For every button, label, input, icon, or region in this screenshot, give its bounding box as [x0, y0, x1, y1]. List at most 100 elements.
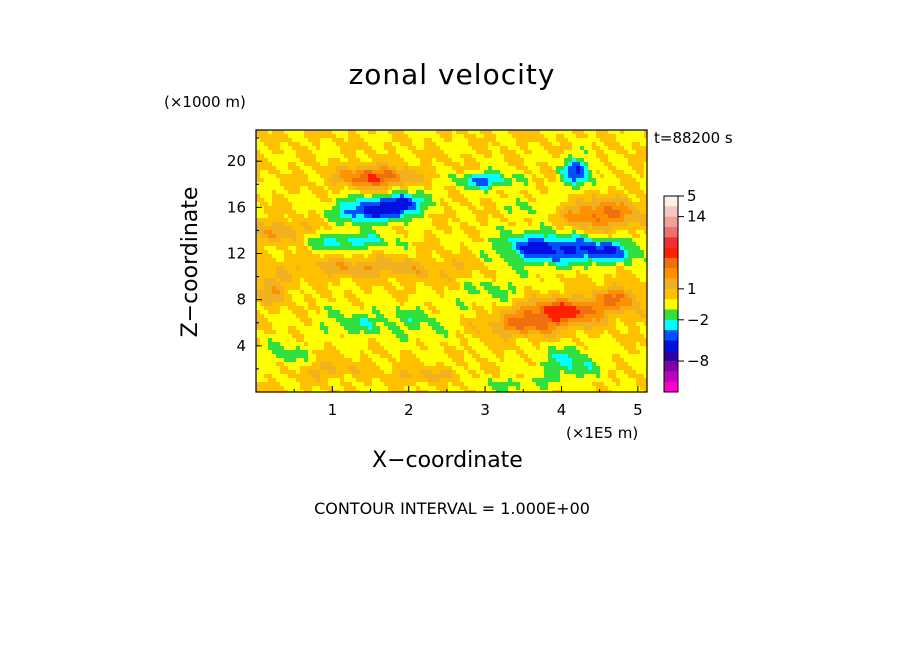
field-cell	[360, 314, 364, 318]
field-cell	[344, 210, 348, 214]
field-cell	[292, 290, 296, 294]
field-cell	[604, 158, 608, 162]
field-cell	[636, 226, 640, 230]
field-cell	[344, 330, 348, 334]
field-cell	[272, 286, 276, 290]
field-cell	[356, 154, 360, 158]
field-cell	[372, 190, 376, 194]
field-cell	[428, 134, 432, 138]
field-cell	[536, 298, 540, 302]
field-cell	[476, 314, 480, 318]
field-cell	[448, 294, 452, 298]
field-cell	[524, 306, 528, 310]
field-cell	[416, 306, 420, 310]
field-cell	[544, 162, 548, 166]
field-cell	[420, 218, 424, 222]
field-cell	[396, 250, 400, 254]
field-cell	[376, 154, 380, 158]
field-cell	[552, 202, 556, 206]
field-cell	[492, 294, 496, 298]
field-cell	[636, 210, 640, 214]
field-cell	[608, 270, 612, 274]
field-cell	[400, 150, 404, 154]
field-cell	[532, 294, 536, 298]
field-cell	[396, 198, 400, 202]
field-cell	[380, 178, 384, 182]
field-cell	[520, 222, 524, 226]
field-cell	[604, 162, 608, 166]
field-cell	[448, 234, 452, 238]
field-cell	[528, 270, 532, 274]
field-cell	[312, 266, 316, 270]
field-cell	[636, 142, 640, 146]
field-cell	[600, 142, 604, 146]
field-cell	[488, 294, 492, 298]
field-cell	[412, 222, 416, 226]
field-cell	[324, 250, 328, 254]
field-cell	[472, 218, 476, 222]
field-cell	[296, 222, 300, 226]
field-cell	[580, 230, 584, 234]
field-cell	[596, 138, 600, 142]
field-cell	[428, 166, 432, 170]
field-cell	[540, 178, 544, 182]
field-cell	[372, 162, 376, 166]
field-cell	[356, 306, 360, 310]
field-cell	[320, 142, 324, 146]
field-cell	[272, 270, 276, 274]
field-cell	[344, 182, 348, 186]
field-cell	[556, 186, 560, 190]
field-cell	[476, 262, 480, 266]
field-cell	[444, 290, 448, 294]
field-cell	[596, 222, 600, 226]
field-cell	[580, 286, 584, 290]
field-cell	[332, 318, 336, 322]
field-cell	[408, 302, 412, 306]
field-cell	[408, 146, 412, 150]
field-cell	[408, 318, 412, 322]
field-cell	[264, 142, 268, 146]
field-cell	[516, 218, 520, 222]
field-cell	[488, 278, 492, 282]
field-cell	[360, 294, 364, 298]
field-cell	[512, 210, 516, 214]
field-cell	[476, 326, 480, 330]
field-cell	[632, 226, 636, 230]
field-cell	[540, 130, 544, 134]
field-cell	[616, 218, 620, 222]
field-cell	[624, 318, 628, 322]
field-cell	[344, 302, 348, 306]
field-cell	[528, 218, 532, 222]
field-cell	[644, 210, 647, 214]
field-cell	[504, 314, 508, 318]
field-cell	[460, 210, 464, 214]
field-cell	[520, 162, 524, 166]
field-cell	[316, 230, 320, 234]
field-cell	[288, 310, 292, 314]
field-cell	[436, 282, 440, 286]
field-cell	[396, 230, 400, 234]
field-cell	[336, 218, 340, 222]
field-cell	[428, 174, 432, 178]
field-cell	[588, 178, 592, 182]
field-cell	[476, 170, 480, 174]
field-cell	[552, 218, 556, 222]
field-cell	[356, 202, 360, 206]
field-cell	[480, 194, 484, 198]
field-cell	[432, 278, 436, 282]
field-cell	[340, 190, 344, 194]
field-cell	[348, 202, 352, 206]
field-cell	[400, 246, 404, 250]
field-cell	[572, 314, 576, 318]
field-cell	[432, 210, 436, 214]
field-cell	[484, 162, 488, 166]
field-cell	[284, 290, 288, 294]
field-cell	[364, 166, 368, 170]
field-cell	[576, 218, 580, 222]
field-cell	[480, 154, 484, 158]
field-cell	[444, 318, 448, 322]
field-cell	[316, 174, 320, 178]
field-cell	[488, 190, 492, 194]
field-cell	[628, 262, 632, 266]
field-cell	[632, 306, 636, 310]
